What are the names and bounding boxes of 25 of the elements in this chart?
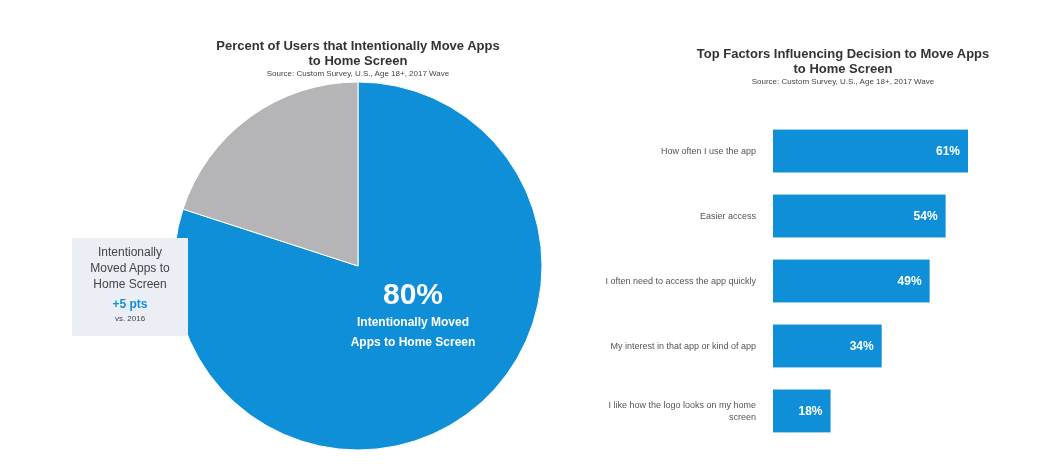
data-label: 49% xyxy=(897,274,922,288)
data-label: 18% xyxy=(798,403,823,418)
y-tick-label: How often I use the app xyxy=(660,146,756,157)
pie-slice xyxy=(173,81,543,451)
text: vs. 2016 xyxy=(114,314,146,323)
chart-subtitle: Source: Custom Survey, U.S., Age 18+, 2017 Wave xyxy=(751,77,935,86)
text: Intentionally Moved Apps to Home Screen xyxy=(90,245,171,291)
chart-title: Percent of Users that Intentionally Move Apps to Home Screen xyxy=(216,38,500,68)
y-tick-label: I often need to access the app quickly xyxy=(605,276,757,286)
bar xyxy=(773,259,930,303)
data-label: 54% xyxy=(913,209,938,224)
bar xyxy=(773,194,946,238)
text: +5 pts xyxy=(112,297,148,311)
y-tick-label: I like how the logo looks on my home screen xyxy=(608,399,756,422)
y-tick-label: Easier access xyxy=(699,211,757,222)
chart-subtitle: Source: Custom Survey, U.S., Age 18+, 2017 Wave xyxy=(266,69,450,78)
y-tick-label: My interest in that app or kind of app xyxy=(610,340,756,351)
data-label: 61% xyxy=(935,144,961,159)
bar xyxy=(773,129,968,173)
slice-label: Intentionally Moved Apps to Home Screen xyxy=(350,315,476,349)
data-label: 80% xyxy=(382,277,444,310)
bar xyxy=(773,324,882,368)
chart-title: Top Factors Influencing Decision to Move Apps to Home Screen xyxy=(696,46,990,76)
data-label: 34% xyxy=(849,338,874,353)
bar xyxy=(773,389,831,433)
